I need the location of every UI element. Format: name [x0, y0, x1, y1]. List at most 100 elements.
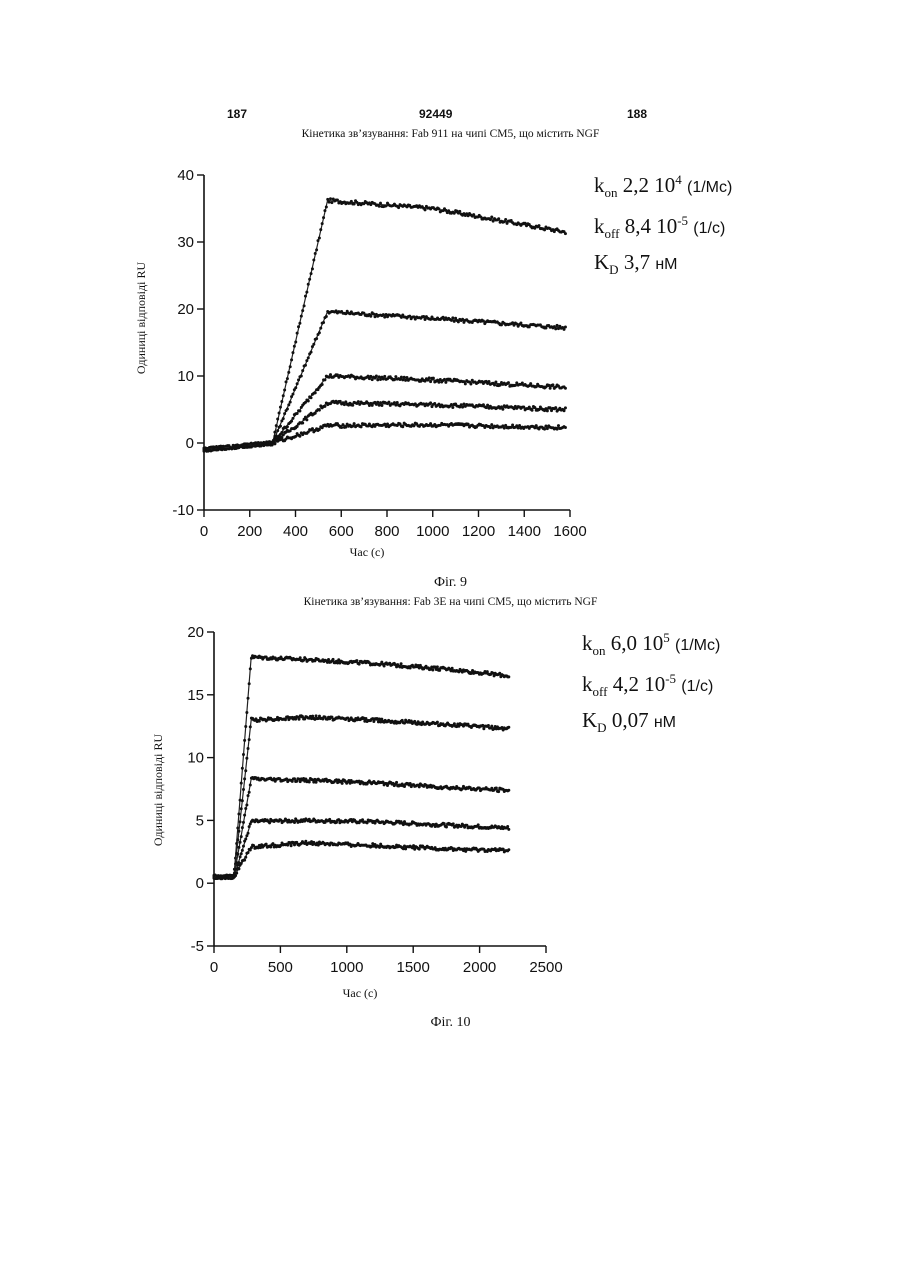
data-point — [282, 434, 285, 437]
data-point — [304, 840, 307, 843]
data-point — [435, 849, 438, 852]
data-point — [430, 722, 433, 725]
data-point — [268, 441, 271, 444]
data-point — [517, 405, 520, 408]
data-point — [242, 821, 245, 824]
data-point — [242, 753, 245, 756]
data-point — [496, 790, 499, 793]
data-point — [376, 844, 379, 847]
data-point — [478, 403, 481, 406]
data-point — [371, 663, 374, 666]
data-point — [265, 819, 268, 822]
data-point — [239, 841, 242, 844]
data-point — [392, 378, 395, 381]
data-point — [250, 717, 253, 720]
data-point — [301, 715, 304, 718]
data-point — [313, 842, 316, 845]
data-point — [471, 403, 474, 406]
data-point — [417, 404, 420, 407]
data-point — [215, 446, 218, 449]
data-point — [446, 211, 449, 214]
data-point — [553, 427, 556, 430]
data-point — [308, 717, 311, 720]
data-point — [447, 822, 450, 825]
data-point — [205, 447, 208, 450]
data-point — [353, 422, 356, 425]
data-point — [241, 443, 244, 446]
data-point — [257, 444, 260, 447]
data-point — [285, 409, 288, 412]
data-point — [463, 722, 466, 725]
data-point — [266, 819, 269, 822]
data-point — [318, 840, 321, 843]
data-point — [488, 788, 491, 791]
data-point — [301, 659, 304, 662]
data-point — [437, 424, 440, 427]
data-point — [265, 778, 268, 781]
data-point — [212, 448, 215, 451]
data-point — [203, 449, 206, 452]
data-point — [337, 310, 340, 313]
data-point — [503, 404, 506, 407]
data-point — [431, 668, 434, 671]
data-point — [285, 843, 288, 846]
data-point — [557, 384, 560, 387]
data-point — [222, 445, 225, 448]
data-point — [204, 447, 207, 450]
data-point — [292, 841, 295, 844]
data-point — [262, 844, 265, 847]
data-point — [279, 844, 282, 847]
data-point — [558, 230, 561, 233]
data-point — [521, 324, 524, 327]
data-point — [304, 715, 307, 718]
x-tick-label: 200 — [237, 523, 262, 540]
data-point — [230, 876, 233, 879]
data-point — [266, 846, 269, 849]
data-point — [246, 445, 249, 448]
data-point — [228, 875, 231, 878]
data-point — [446, 786, 449, 789]
data-point — [258, 655, 261, 658]
data-point — [333, 200, 336, 203]
data-point — [292, 820, 295, 823]
data-point — [346, 821, 349, 824]
data-point — [542, 408, 545, 411]
data-point — [394, 720, 397, 723]
data-point — [205, 448, 208, 451]
data-point — [474, 724, 477, 727]
data-point — [212, 445, 215, 448]
data-point — [232, 876, 235, 879]
data-point — [262, 718, 265, 721]
data-point — [369, 664, 372, 667]
data-point — [408, 403, 411, 406]
data-point — [411, 423, 414, 426]
data-point — [218, 445, 221, 448]
data-point — [380, 661, 383, 664]
data-point — [450, 212, 453, 215]
data-point — [446, 822, 449, 825]
data-point — [510, 426, 513, 429]
data-point — [365, 424, 368, 427]
data-point — [364, 783, 367, 786]
data-point — [506, 426, 509, 429]
data-point — [389, 721, 392, 724]
data-point — [446, 405, 449, 408]
data-point — [368, 313, 371, 316]
data-point — [307, 716, 310, 719]
data-point — [207, 448, 210, 451]
data-point — [335, 373, 338, 376]
data-point — [470, 726, 473, 729]
data-point — [428, 668, 431, 671]
data-point — [223, 446, 226, 449]
data-point — [226, 445, 229, 448]
data-point — [428, 785, 431, 788]
data-point — [472, 381, 475, 384]
data-point — [379, 843, 382, 846]
data-point — [395, 820, 398, 823]
data-point — [233, 872, 236, 875]
data-point — [460, 213, 463, 216]
data-point — [481, 319, 484, 322]
data-point — [250, 445, 253, 448]
data-point — [319, 404, 322, 407]
data-point — [312, 392, 315, 395]
